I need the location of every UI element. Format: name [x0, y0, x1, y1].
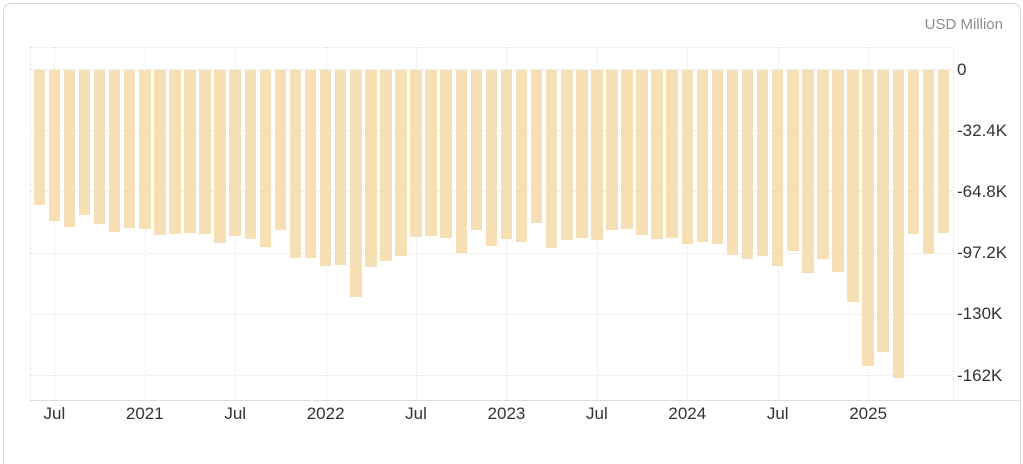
chart-bar-sep-2022[interactable] [440, 70, 452, 239]
chart-bar-dec-2023[interactable] [666, 70, 678, 238]
horizontal-gridline [30, 69, 952, 70]
plot-area [30, 47, 954, 401]
chart-bar-dec-2022[interactable] [485, 70, 498, 246]
chart-bar-jan-2023[interactable] [500, 70, 513, 240]
x-tick-label: Jul [586, 404, 608, 423]
chart-bar-mar-2022[interactable] [350, 70, 362, 298]
chart-bar-apr-2022[interactable] [365, 70, 377, 267]
y-tick-label: -97.2K [957, 243, 1008, 263]
x-axis-line [30, 400, 1020, 401]
y-tick-label: -162K [957, 365, 1003, 385]
chart-bar-may-2023[interactable] [561, 70, 573, 240]
x-tick-label: Jul [43, 404, 66, 423]
chart-bar-nov-2023[interactable] [651, 70, 663, 240]
x-tick-label: 2025 [849, 404, 888, 423]
horizontal-gridline [30, 252, 952, 254]
chart-bar-nov-2020[interactable] [108, 70, 121, 232]
chart-bar-feb-2022[interactable] [334, 70, 347, 266]
chart-bar-jul-2020[interactable] [48, 70, 61, 222]
chart-bar-sep-2021[interactable] [259, 70, 272, 247]
chart-bar-sep-2024[interactable] [802, 70, 814, 273]
chart-bar-feb-2021[interactable] [154, 70, 166, 236]
y-tick-label: -32.4K [957, 120, 1008, 140]
chart-bar-aug-2020[interactable] [63, 70, 76, 227]
chart-bar-jul-2022[interactable] [410, 70, 422, 237]
chart-bar-jun-2022[interactable] [395, 70, 407, 256]
chart-bar-oct-2020[interactable] [93, 70, 106, 225]
chart-bar-jun-2023[interactable] [576, 70, 588, 239]
unit-label: USD Million [924, 16, 1003, 33]
chart-bar-may-2021[interactable] [199, 70, 211, 234]
chart-bar-jul-2024[interactable] [771, 70, 784, 267]
chart-bar-aug-2022[interactable] [425, 70, 437, 236]
chart-bar-jul-2023[interactable] [591, 70, 603, 240]
chart-bar-mar-2024[interactable] [711, 70, 724, 245]
chart-bar-aug-2021[interactable] [244, 70, 257, 240]
chart-bar-mar-2025[interactable] [892, 70, 905, 378]
chart-bar-oct-2023[interactable] [636, 70, 648, 236]
chart-bar-feb-2023[interactable] [515, 70, 528, 243]
chart-bar-feb-2024[interactable] [696, 70, 709, 243]
chart-bar-aug-2023[interactable] [606, 70, 618, 230]
y-tick-label: -64.8K [957, 181, 1008, 201]
chart-bar-oct-2024[interactable] [817, 70, 829, 260]
chart-bar-oct-2022[interactable] [455, 70, 467, 254]
chart-bar-jan-2025[interactable] [862, 70, 874, 366]
horizontal-gridline [30, 375, 952, 376]
chart-bar-feb-2025[interactable] [877, 70, 889, 352]
vertical-gridline [54, 47, 56, 400]
x-tick-label: Jul [405, 404, 427, 423]
chart-bar-jan-2021[interactable] [139, 70, 151, 230]
x-tick-label: Jul [224, 404, 247, 423]
chart-bar-jul-2021[interactable] [229, 70, 241, 236]
chart-bar-mar-2021[interactable] [169, 70, 181, 235]
x-tick-label: 2023 [487, 404, 526, 423]
x-tick-label: 2021 [125, 404, 164, 423]
chart-bar-jan-2024[interactable] [681, 70, 694, 245]
chart-bar-sep-2023[interactable] [621, 70, 633, 230]
chart-bar-aug-2024[interactable] [787, 70, 799, 252]
y-tick-label: 0 [957, 59, 967, 79]
chart-bar-dec-2024[interactable] [847, 70, 859, 303]
chart-bar-nov-2022[interactable] [470, 70, 483, 230]
chart-bar-jun-2024[interactable] [756, 70, 769, 256]
chart-bar-apr-2023[interactable] [545, 70, 558, 248]
chart-bar-jun-2021[interactable] [214, 70, 226, 244]
chart-bar-apr-2021[interactable] [184, 70, 196, 233]
chart-bar-sep-2020[interactable] [78, 70, 91, 215]
chart-bar-mar-2023[interactable] [530, 70, 543, 224]
chart-bar-may-2024[interactable] [741, 70, 754, 260]
chart-bar-oct-2021[interactable] [274, 70, 287, 230]
x-tick-label: 2022 [306, 404, 345, 423]
chart-bar-apr-2025[interactable] [907, 70, 920, 234]
horizontal-gridline [30, 313, 952, 315]
x-tick-label: Jul [766, 404, 789, 423]
y-tick-label: -130K [957, 304, 1003, 324]
x-tick-label: 2024 [668, 404, 707, 423]
chart-bar-dec-2020[interactable] [123, 70, 136, 229]
chart-bar-nov-2021[interactable] [289, 70, 302, 258]
chart-bar-may-2022[interactable] [380, 70, 392, 261]
chart-bar-jan-2022[interactable] [319, 70, 332, 266]
chart-bar-dec-2021[interactable] [304, 70, 317, 258]
chart-bar-may-2025[interactable] [922, 70, 935, 254]
chart-bar-jun-2025[interactable] [937, 70, 950, 234]
chart-bar-apr-2024[interactable] [726, 70, 739, 256]
chart-bar-nov-2024[interactable] [832, 70, 844, 273]
chart-bar-jun-2020[interactable] [33, 70, 46, 205]
